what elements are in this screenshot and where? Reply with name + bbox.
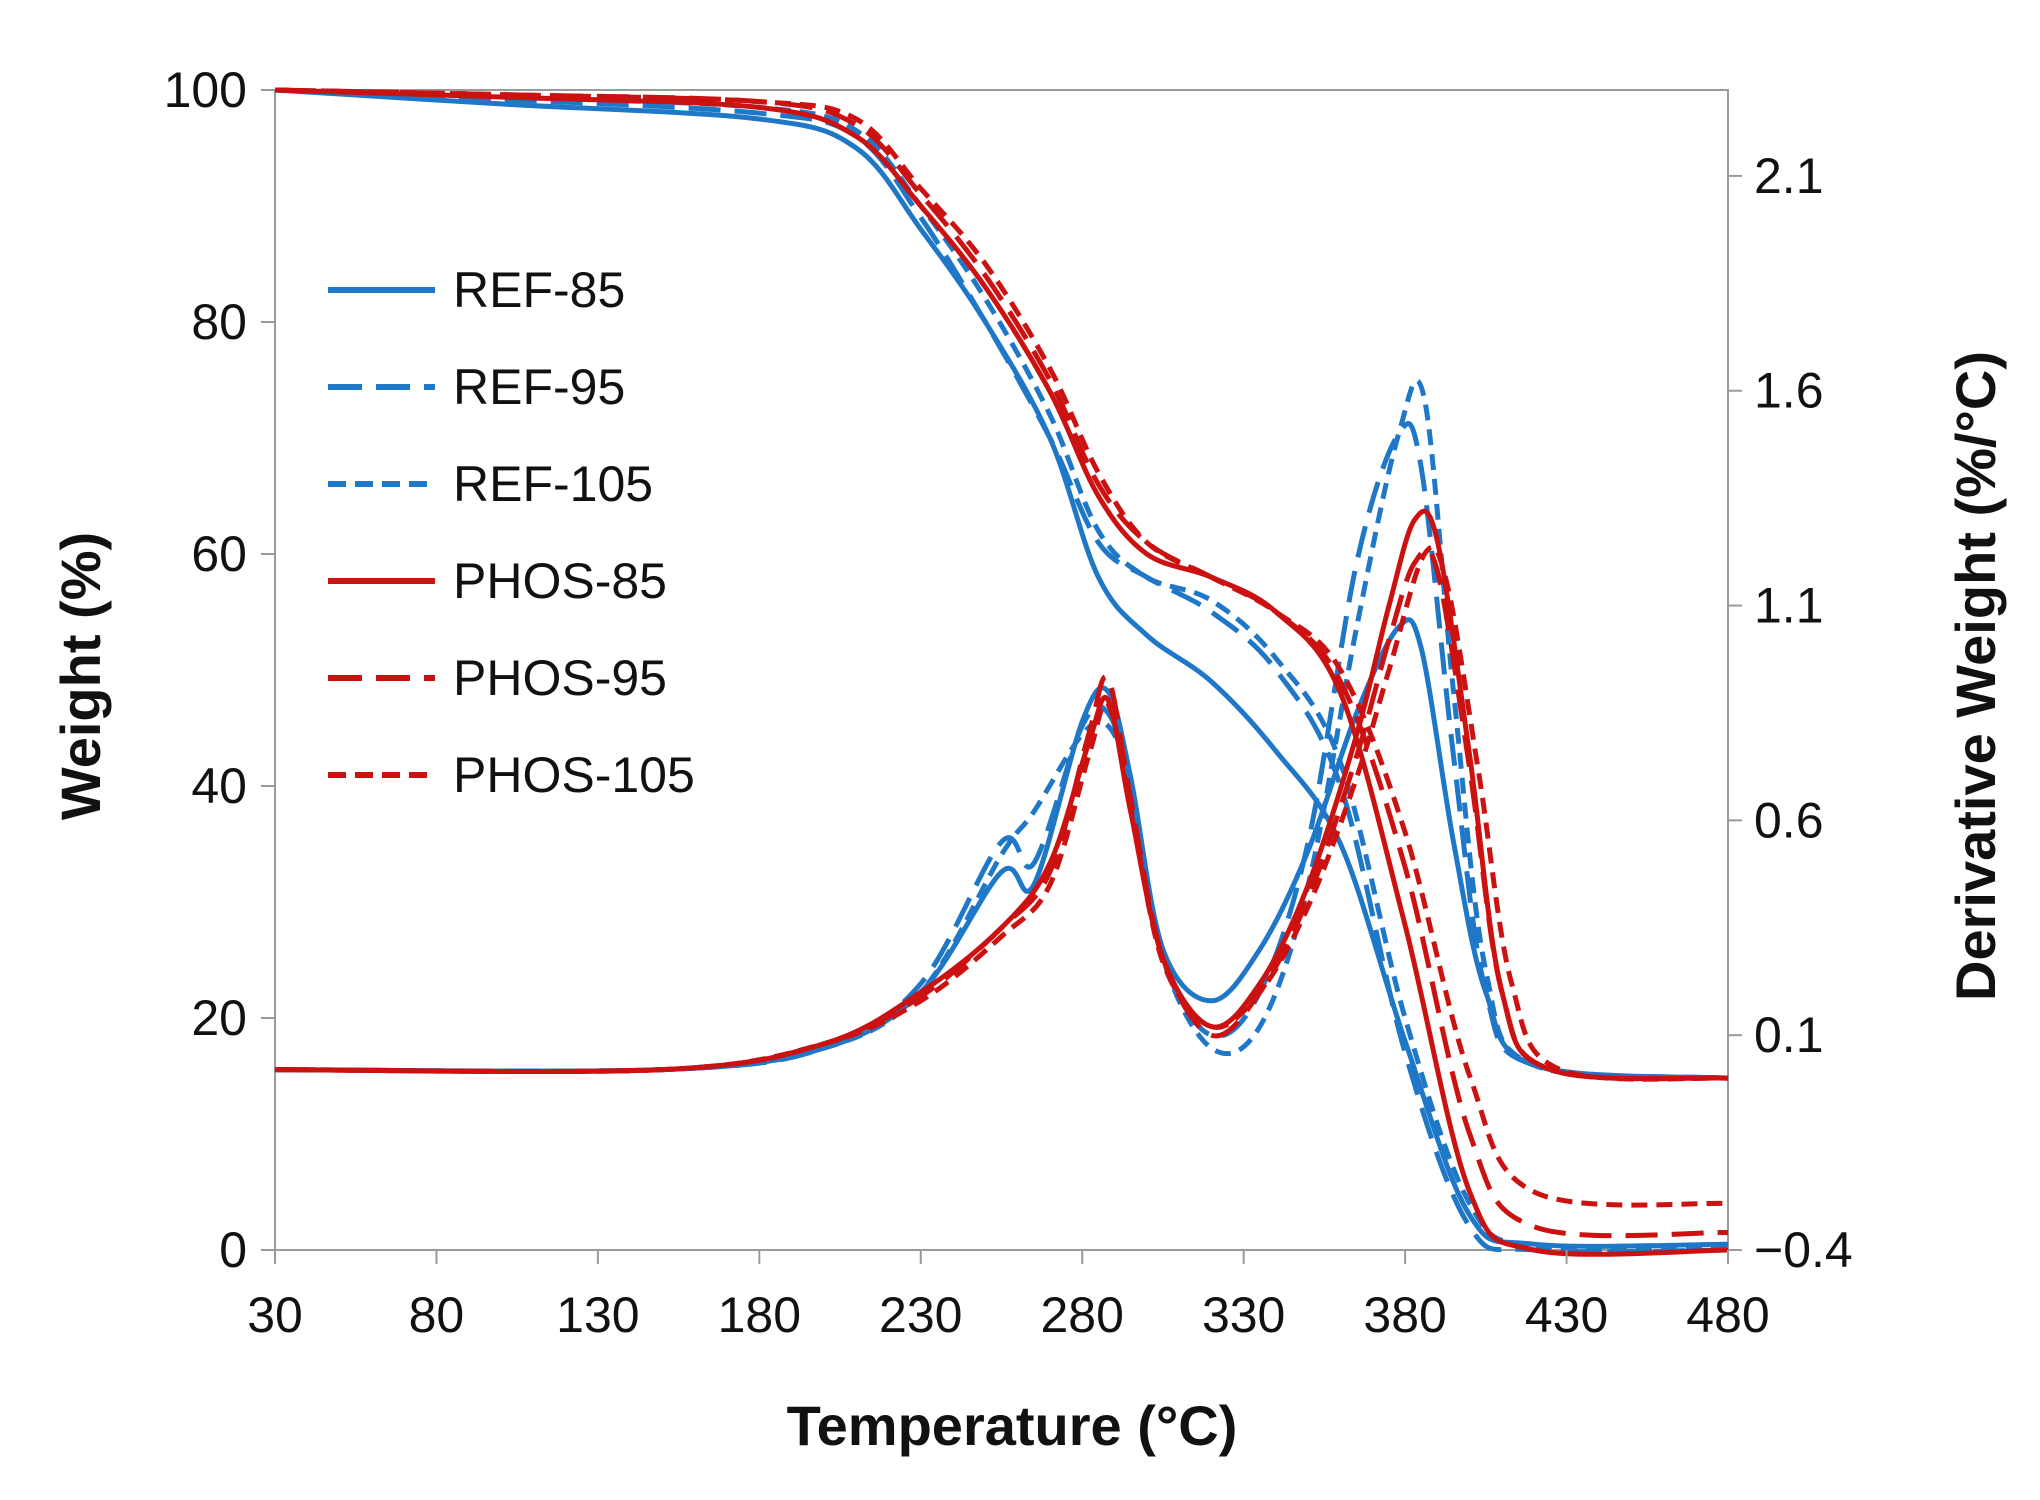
x-tick-label: 380 (1363, 1287, 1446, 1343)
legend-label-phos-95: PHOS-95 (453, 650, 667, 706)
y2-tick-label: 0.6 (1754, 792, 1824, 848)
x-tick-label: 230 (879, 1287, 962, 1343)
plot-frame (274, 89, 1729, 1251)
legend-label-phos-85: PHOS-85 (453, 553, 667, 609)
curves (274, 87, 1729, 1257)
weight-curve-ref-95 (274, 87, 1729, 1255)
y-tick-label: 20 (191, 990, 247, 1046)
legend-label-ref-85: REF-85 (453, 262, 625, 318)
weight-curve-ref-85 (274, 87, 1729, 1249)
y-tick-label: 60 (191, 526, 247, 582)
derivative-curve-ref-105 (274, 378, 1729, 1081)
y2-tick-label: 1.6 (1754, 363, 1824, 419)
y2-axis-title: Derivative Weight (%/°C) (1944, 351, 2007, 1001)
y-axis-title: Weight (%) (49, 532, 112, 820)
legend: REF-85 REF-95 REF-105 PHOS-85 PHOS-95 PHOS-10… (328, 262, 695, 803)
x-tick-label: 80 (409, 1287, 465, 1343)
legend-label-ref-105: REF-105 (453, 456, 653, 512)
weight-curve-phos-85 (274, 87, 1729, 1257)
x-tick-label: 130 (556, 1287, 639, 1343)
legend-label-phos-105: PHOS-105 (453, 747, 695, 803)
y-tick-label: 100 (164, 62, 247, 118)
y2-tick-label: 2.1 (1754, 148, 1824, 204)
axes: 30 80 130 180 230 280 330 380 430 480 0 20 40 60 80 100… (164, 62, 1853, 1343)
x-axis-title: Temperature (°C) (787, 1394, 1238, 1457)
x-tick-label: 30 (247, 1287, 303, 1343)
y2-tick-label: 1.1 (1754, 578, 1824, 634)
y-tick-label: 0 (219, 1222, 247, 1278)
derivative-curve-phos-105 (274, 544, 1729, 1082)
x-tick-label: 280 (1041, 1287, 1124, 1343)
y2-tick-label: −0.4 (1754, 1222, 1853, 1278)
plot-area (274, 89, 1729, 1251)
x-tick-label: 430 (1525, 1287, 1608, 1343)
x-tick-label: 180 (718, 1287, 801, 1343)
y-tick-label: 80 (191, 294, 247, 350)
y2-tick-label: 0.1 (1754, 1007, 1824, 1063)
weight-curve-phos-105 (274, 87, 1729, 1208)
legend-label-ref-95: REF-95 (453, 359, 625, 415)
x-tick-label: 480 (1686, 1287, 1769, 1343)
y-tick-label: 40 (191, 758, 247, 814)
derivative-curve-phos-95 (274, 547, 1729, 1082)
derivative-curve-ref-95 (274, 421, 1729, 1081)
x-tick-label: 330 (1202, 1287, 1285, 1343)
